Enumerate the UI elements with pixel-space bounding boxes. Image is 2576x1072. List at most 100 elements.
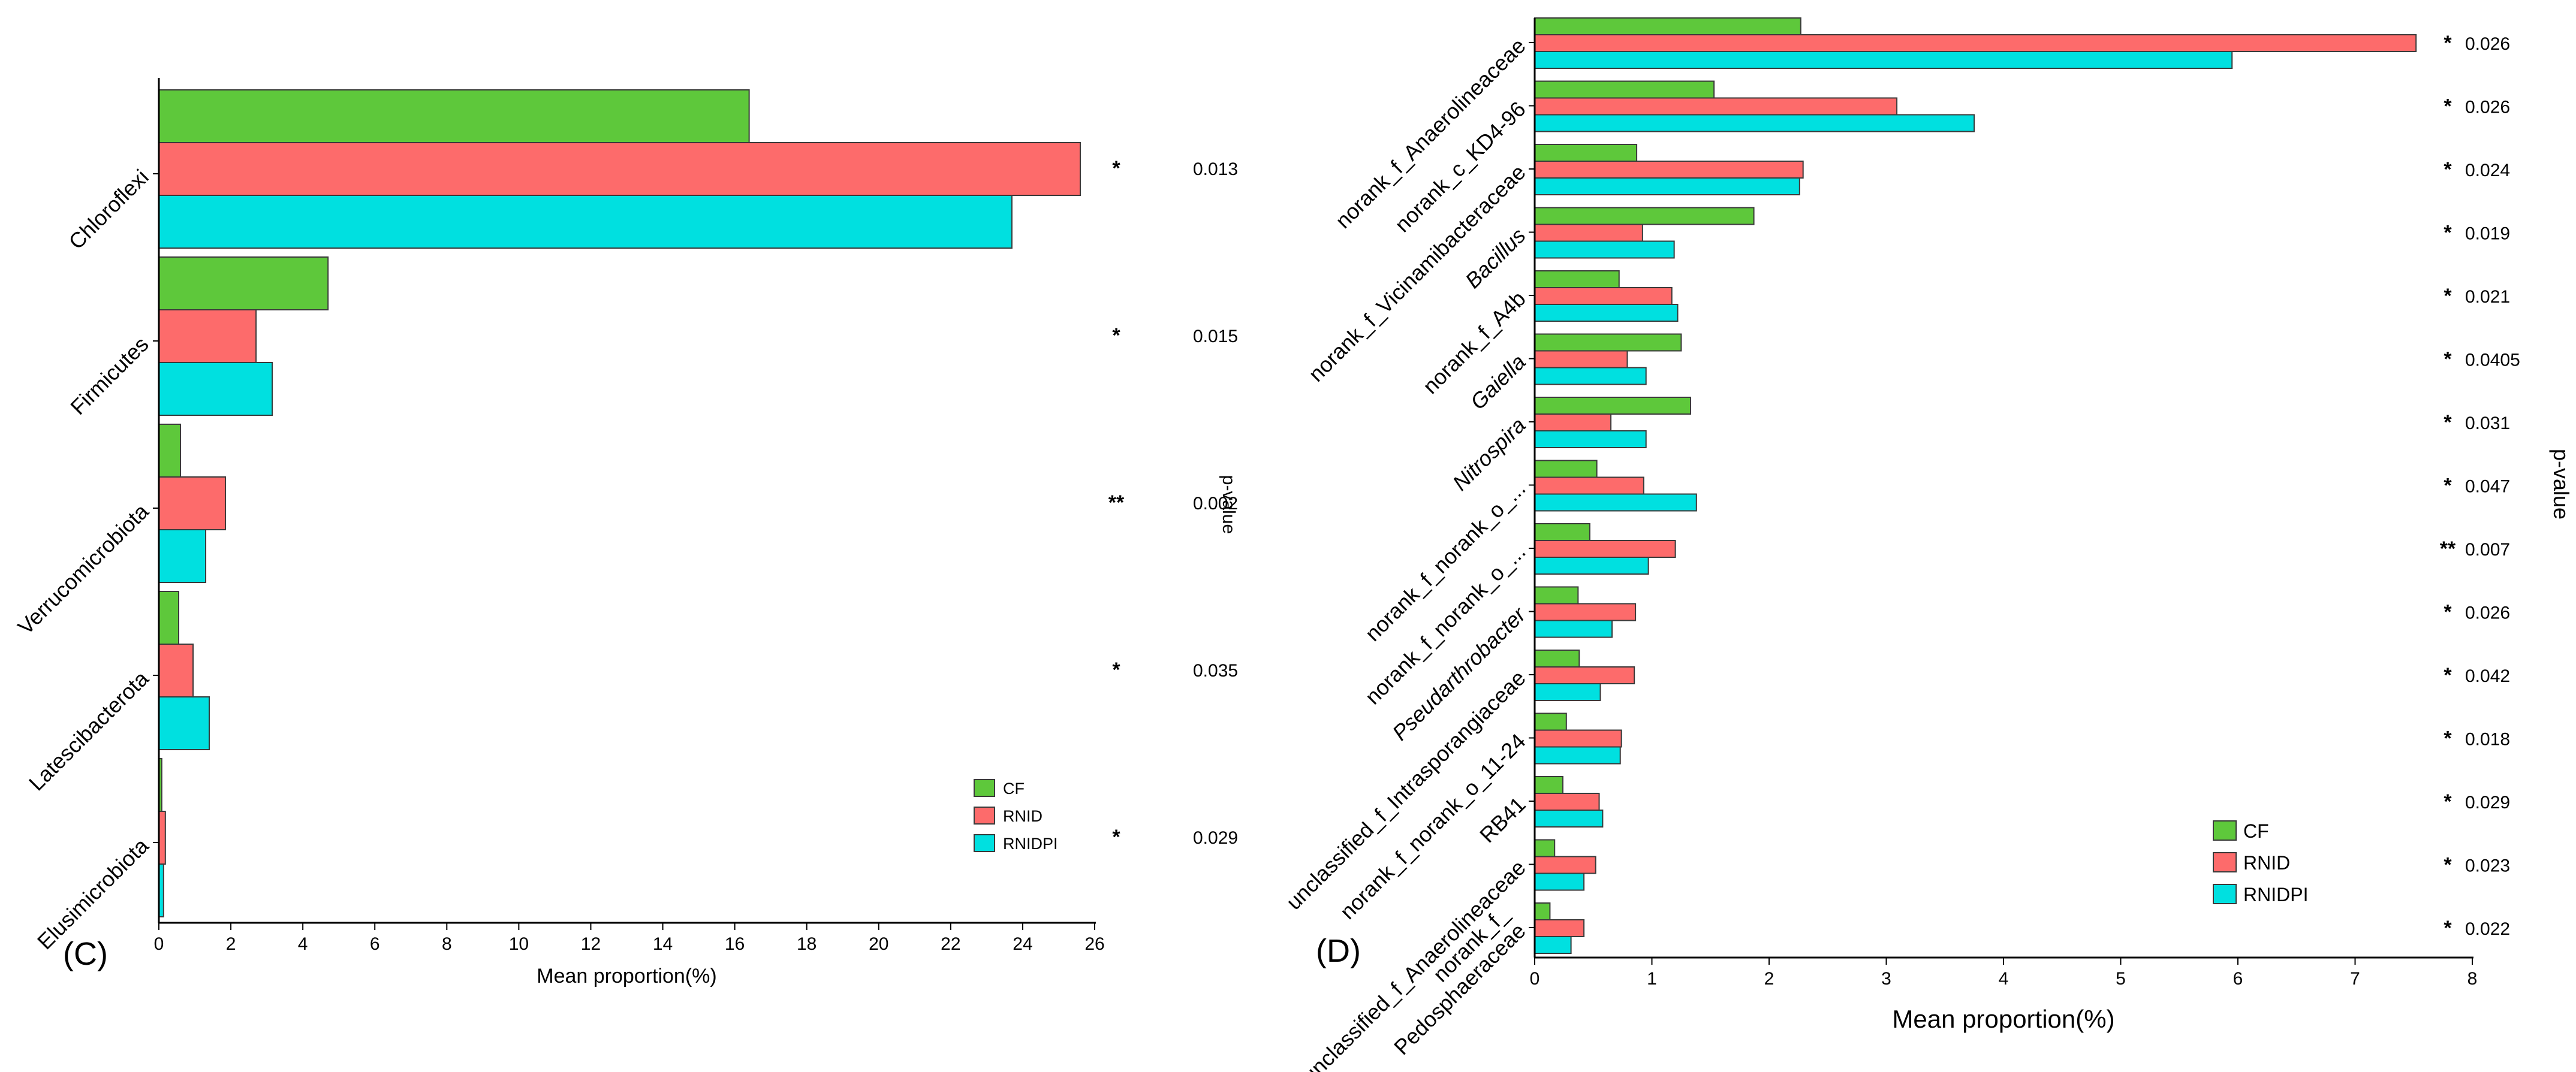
d-bar-cf-6 [1535,397,1691,414]
d-pvalue-6: 0.031 [2465,413,2510,433]
d-panel-label: (D) [1316,933,1361,969]
d-pvalue-9: 0.026 [2465,603,2510,623]
d-x-tick-label-6: 6 [2233,969,2243,989]
c-x-tick-label-9: 18 [797,934,817,954]
d-legend-label-rnid: RNID [2243,852,2290,874]
d-bar-rnidpi-2 [1535,178,1800,195]
d-pvalue-3: 0.019 [2465,224,2510,244]
d-bar-rnid-6 [1535,414,1611,431]
d-bar-cf-9 [1535,587,1578,604]
d-bar-rnid-13 [1535,857,1596,874]
d-bar-cf-1 [1535,81,1714,98]
c-pvalue-3: 0.035 [1193,661,1238,681]
d-significance-star-10: * [2444,664,2452,687]
d-significance-star-7: * [2444,475,2452,497]
c-x-tick-label-7: 14 [653,934,673,954]
d-bar-rnid-9 [1535,604,1635,621]
d-legend-swatch-rnidpi [2213,884,2236,904]
d-pvalue-8: 0.007 [2465,540,2510,560]
d-x-tick-label-7: 7 [2350,969,2360,989]
d-bar-rnid-4 [1535,288,1672,304]
c-x-tick-label-13: 26 [1084,934,1104,954]
d-bar-cf-13 [1535,840,1554,857]
d-bar-cf-0 [1535,18,1801,35]
d-bar-rnidpi-9 [1535,621,1612,638]
d-pvalue-12: 0.029 [2465,793,2510,813]
c-x-tick-label-6: 12 [581,934,601,954]
c-x-tick-label-5: 10 [509,934,529,954]
c-bar-rnid-0 [159,143,1080,195]
d-bar-rnidpi-13 [1535,874,1584,890]
d-bar-rnidpi-0 [1535,52,2232,68]
d-bar-cf-3 [1535,208,1754,225]
d-x-axis-label: Mean proportion(%) [1892,1005,2114,1033]
d-significance-star-9: * [2444,601,2452,624]
c-x-tick-label-11: 22 [941,934,960,954]
d-bar-cf-7 [1535,461,1597,478]
d-bar-cf-5 [1535,334,1681,351]
d-significance-star-3: * [2444,222,2452,244]
c-x-tick-label-0: 0 [154,934,164,954]
c-bar-cf-1 [159,257,328,310]
c-bar-rnid-1 [159,310,256,363]
c-significance-star-3: * [1112,659,1120,681]
d-bar-cf-8 [1535,524,1590,540]
c-legend-label-rnid: RNID [1003,807,1043,825]
c-panel-label: (C) [63,936,108,972]
d-pvalue-axis-label: p-value [2549,449,2574,520]
d-bar-cf-2 [1535,144,1637,161]
d-significance-star-5: * [2444,348,2452,371]
c-significance-star-2: ** [1108,491,1125,514]
c-x-tick-label-4: 8 [442,934,452,954]
c-significance-star-0: * [1112,157,1120,180]
c-bar-rnidpi-3 [159,697,209,750]
d-bar-rnidpi-5 [1535,368,1646,385]
c-x-tick-label-2: 4 [298,934,308,954]
d-bar-cf-4 [1535,271,1619,288]
c-significance-star-1: * [1112,324,1120,347]
d-bar-rnid-10 [1535,667,1634,684]
c-bar-rnidpi-2 [159,530,206,582]
d-bar-rnidpi-7 [1535,494,1697,511]
d-x-tick-label-3: 3 [1881,969,1891,989]
c-pvalue-0: 0.013 [1193,159,1238,179]
c-bar-cf-2 [159,424,180,477]
c-legend-swatch-rnidpi [974,835,995,851]
d-significance-star-8: ** [2440,537,2456,560]
d-significance-star-14: * [2444,917,2452,940]
d-bar-cf-10 [1535,650,1579,667]
c-legend-label-rnidpi: RNIDPI [1003,835,1058,853]
c-x-tick-label-10: 20 [869,934,888,954]
c-x-axis-label: Mean proportion(%) [537,965,716,988]
d-pvalue-2: 0.024 [2465,161,2510,180]
d-bar-rnid-1 [1535,98,1897,115]
c-bar-cf-0 [159,90,749,143]
c-legend-label-cf: CF [1003,780,1025,798]
c-bar-rnidpi-1 [159,363,272,415]
d-x-tick-label-8: 8 [2467,969,2478,989]
c-bar-rnidpi-0 [159,195,1012,248]
d-bar-rnidpi-11 [1535,747,1620,764]
d-x-tick-label-2: 2 [1764,969,1774,989]
d-legend-label-cf: CF [2243,820,2269,842]
d-bar-rnid-12 [1535,793,1599,810]
d-pvalue-14: 0.022 [2465,919,2510,939]
d-pvalue-1: 0.026 [2465,98,2510,117]
d-pvalue-7: 0.047 [2465,477,2510,497]
d-significance-star-13: * [2444,854,2452,877]
d-bar-rnidpi-8 [1535,557,1649,574]
d-x-tick-label-1: 1 [1647,969,1657,989]
c-pvalue-4: 0.029 [1193,828,1238,848]
d-bar-rnidpi-14 [1535,937,1571,953]
d-significance-star-6: * [2444,411,2452,434]
d-pvalue-11: 0.018 [2465,730,2510,750]
c-significance-star-4: * [1112,826,1120,848]
c-x-tick-label-3: 6 [370,934,380,954]
d-bar-rnidpi-10 [1535,684,1600,700]
d-bar-rnid-7 [1535,478,1644,494]
c-pvalue-1: 0.015 [1193,327,1238,346]
d-bar-cf-11 [1535,714,1566,730]
d-significance-star-4: * [2444,285,2452,307]
c-x-tick-label-8: 16 [725,934,745,954]
d-x-tick-label-0: 0 [1530,969,1540,989]
